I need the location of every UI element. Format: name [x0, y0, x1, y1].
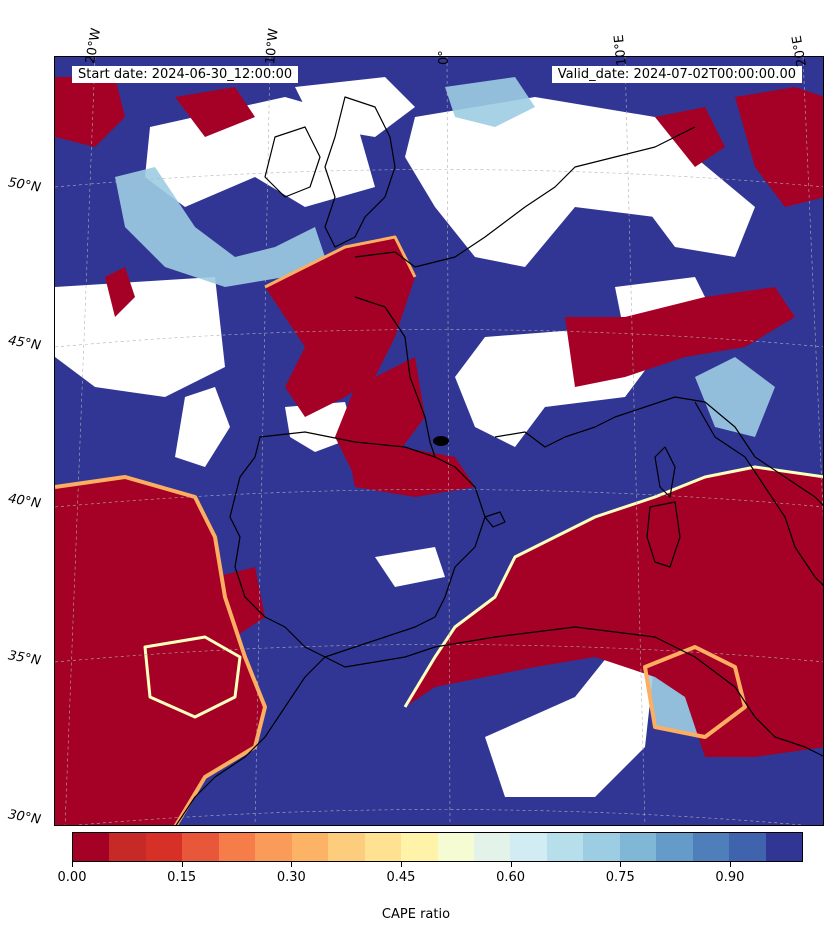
cape-ratio-field — [55, 57, 823, 825]
colorbar-segment — [255, 833, 292, 861]
colorbar-segment — [401, 833, 438, 861]
colorbar — [72, 832, 803, 862]
colorbar-tick-label: 0.90 — [715, 870, 745, 885]
colorbar-segment — [364, 833, 402, 861]
colorbar-segment — [729, 833, 766, 861]
colorbar-tick-label: 0.00 — [57, 870, 87, 885]
colorbar-segment — [109, 833, 146, 861]
colorbar-segment — [656, 833, 693, 861]
colorbar-tick-label: 0.75 — [605, 870, 635, 885]
colorbar-segment — [765, 833, 803, 861]
colorbar-segment — [546, 833, 584, 861]
colorbar-tick-mark — [400, 862, 402, 867]
lon-label-0: 0° — [437, 50, 452, 65]
field-low-red — [55, 77, 823, 825]
colorbar-tick-mark — [72, 862, 73, 867]
colorbar-segment — [510, 833, 547, 861]
map-panel — [54, 56, 824, 826]
colorbar-segment — [291, 833, 329, 861]
colorbar-segment — [182, 833, 219, 861]
colorbar-tick-mark — [729, 862, 731, 867]
lat-label-40n: 40°N — [6, 491, 42, 512]
colorbar-tick-mark — [620, 862, 622, 867]
lat-label-50n: 50°N — [6, 175, 42, 196]
start-date-label: Start date: 2024-06-30_12:00:00 — [72, 66, 299, 83]
colorbar-segment — [473, 833, 511, 861]
field-transition-edges — [55, 235, 823, 825]
colorbar-tick-mark — [181, 862, 183, 867]
colorbar-tick-label: 0.15 — [167, 870, 197, 885]
graticule — [55, 57, 823, 825]
colorbar-tick-label: 0.60 — [496, 870, 526, 885]
colorbar-tick-label: 0.45 — [386, 870, 416, 885]
coastlines — [175, 96, 823, 825]
colorbar-title: CAPE ratio — [381, 907, 451, 922]
colorbar-segment — [583, 833, 620, 861]
colorbar-segment — [619, 833, 657, 861]
colorbar-segment — [437, 833, 474, 861]
lake-marker — [433, 436, 449, 446]
lat-label-35n: 35°N — [6, 648, 42, 669]
lat-label-45n: 45°N — [6, 333, 42, 354]
colorbar-segment — [73, 833, 110, 861]
lon-label-10e: 10°E — [611, 33, 630, 67]
colorbar-segment — [692, 833, 730, 861]
colorbar-tick-label: 0.30 — [276, 870, 306, 885]
valid-date-label: Valid_date: 2024-07-02T00:00:00.00 — [551, 66, 802, 83]
colorbar-tick-mark — [291, 862, 293, 867]
colorbar-tick-mark — [510, 862, 512, 867]
colorbar-segment — [328, 833, 365, 861]
colorbar-segment — [218, 833, 256, 861]
lat-label-30n: 30°N — [6, 807, 42, 828]
colorbar-segment — [145, 833, 183, 861]
